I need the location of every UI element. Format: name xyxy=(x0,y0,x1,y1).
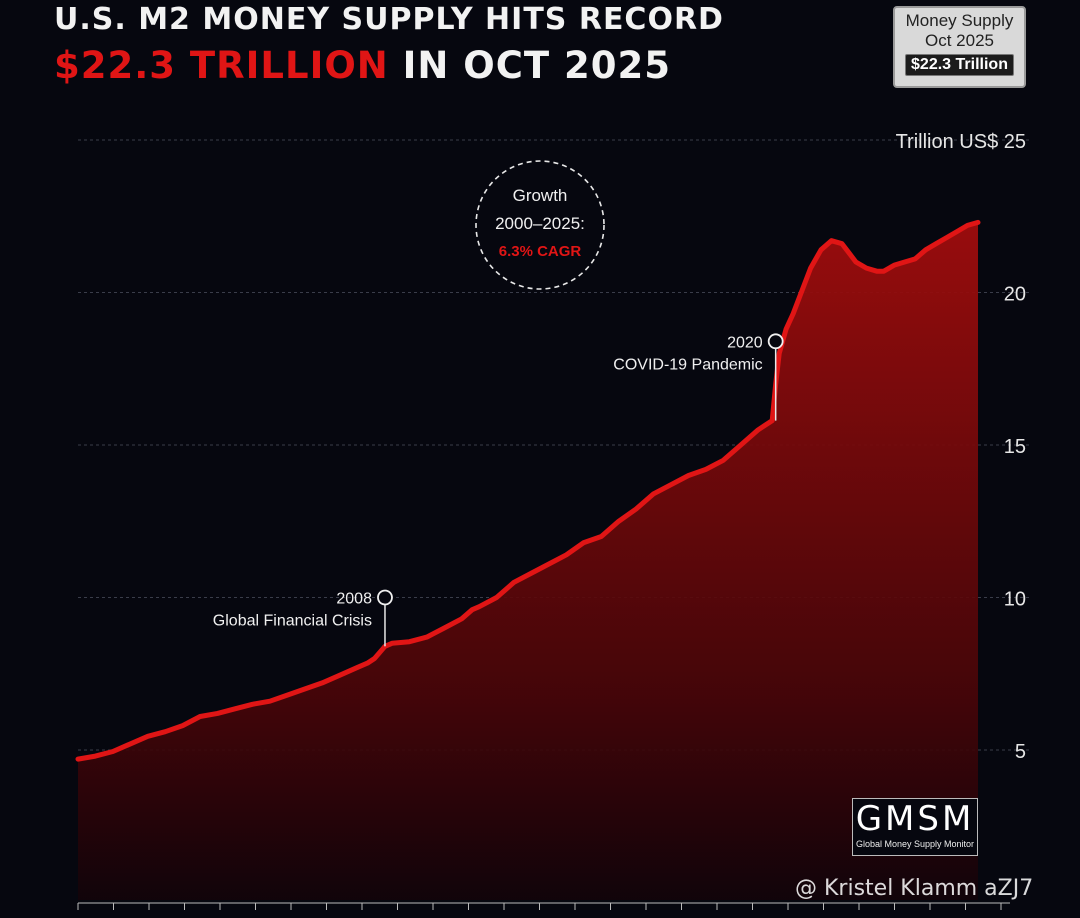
info-box-line-2: Oct 2025 xyxy=(925,31,994,50)
callout-circle xyxy=(475,160,605,290)
title-accent: $22.3 TRILLION xyxy=(54,44,389,87)
info-box-value: $22.3 Trillion xyxy=(905,54,1014,76)
y-tick-label: 5 xyxy=(1015,741,1026,763)
y-tick-label: Trillion US$ 25 xyxy=(896,131,1026,153)
money-supply-info-box: Money Supply Oct 2025 $22.3 Trillion xyxy=(893,6,1026,88)
info-box-line-1: Money Supply xyxy=(905,11,1014,30)
title-line-2: $22.3 TRILLION IN OCT 2025 xyxy=(54,44,671,87)
annotation-year: 2020 xyxy=(727,334,763,351)
growth-callout: Growth 2000–2025: 6.3% CAGR xyxy=(475,160,605,290)
annotation-label: COVID-19 Pandemic xyxy=(613,356,762,373)
x-axis-minor-ticks xyxy=(77,902,1010,910)
annotation-label: Global Financial Crisis xyxy=(213,613,372,630)
y-axis-ticks: 5 10 15 20 Trillion US$ 25 xyxy=(896,131,1026,763)
y-tick-label: 15 xyxy=(1004,436,1026,458)
callout-line-3: 6.3% CAGR xyxy=(499,243,582,260)
area-fill xyxy=(78,222,978,900)
annotation-marker xyxy=(377,589,393,606)
gmsm-logo: GMSM Global Money Supply Monitor xyxy=(852,798,978,856)
title-line-1: U.S. M2 MONEY SUPPLY HITS RECORD xyxy=(54,2,724,37)
y-tick-label: 10 xyxy=(1004,589,1026,611)
callout-line-2: 2000–2025: xyxy=(495,214,585,233)
title-rest: IN OCT 2025 xyxy=(388,44,671,87)
annotation-marker xyxy=(767,333,784,350)
annotations: 2008 Global Financial Crisis 2020 COVID-19 … xyxy=(213,333,784,647)
y-tick-label: 20 xyxy=(1004,284,1026,306)
series-line xyxy=(75,219,981,762)
logo-text: GMSM xyxy=(855,799,975,839)
callout-line-1: Growth xyxy=(513,186,568,205)
logo-subtitle: Global Money Supply Monitor xyxy=(855,839,975,849)
watermark: @ Kristel Klamm aZJ7 xyxy=(795,876,1034,901)
annotation-year: 2008 xyxy=(336,591,372,608)
